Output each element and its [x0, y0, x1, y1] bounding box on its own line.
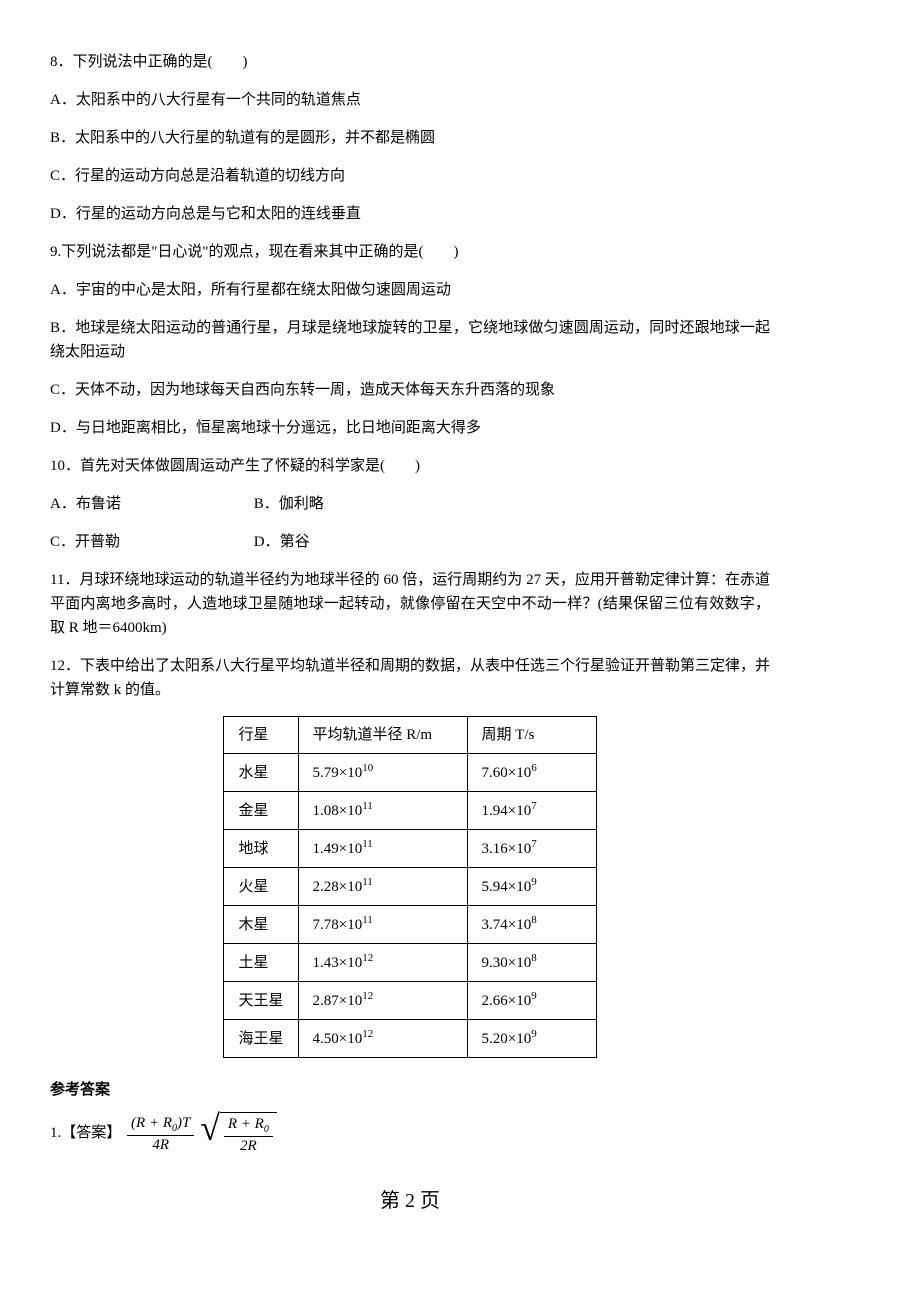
col-radius: 平均轨道半径 R/m	[298, 717, 467, 754]
cell-radius: 2.87×1012	[298, 982, 467, 1020]
cell-radius: 2.28×1011	[298, 868, 467, 906]
cell-period: 5.20×109	[467, 1020, 596, 1058]
table-row: 木星 7.78×1011 3.74×108	[224, 906, 596, 944]
cell-planet: 土星	[224, 944, 298, 982]
cell-period: 3.16×107	[467, 830, 596, 868]
planet-table: 行星 平均轨道半径 R/m 周期 T/s 水星 5.79×1010 7.60×1…	[223, 716, 596, 1058]
q8-choice-d: D．行星的运动方向总是与它和太阳的连线垂直	[50, 202, 770, 226]
cell-period: 5.94×109	[467, 868, 596, 906]
q10-row-ab: A．布鲁诺 B．伽利略	[50, 492, 770, 516]
cell-planet: 金星	[224, 792, 298, 830]
cell-planet: 天王星	[224, 982, 298, 1020]
cell-radius: 1.49×1011	[298, 830, 467, 868]
answer-1-label: 1.【答案】	[50, 1125, 121, 1141]
cell-planet: 火星	[224, 868, 298, 906]
cell-planet: 木星	[224, 906, 298, 944]
table-row: 海王星 4.50×1012 5.20×109	[224, 1020, 596, 1058]
cell-radius: 4.50×1012	[298, 1020, 467, 1058]
cell-radius: 1.08×1011	[298, 792, 467, 830]
q9-choice-d: D．与日地距离相比，恒星离地球十分遥远，比日地间距离大得多	[50, 416, 770, 440]
table-row: 水星 5.79×1010 7.60×106	[224, 754, 596, 792]
cell-radius: 1.43×1012	[298, 944, 467, 982]
table-row: 金星 1.08×1011 1.94×107	[224, 792, 596, 830]
q10-row-cd: C．开普勒 D．第谷	[50, 530, 770, 554]
cell-period: 2.66×109	[467, 982, 596, 1020]
table-row: 地球 1.49×1011 3.16×107	[224, 830, 596, 868]
cell-planet: 地球	[224, 830, 298, 868]
cell-planet: 水星	[224, 754, 298, 792]
q8-choice-c: C．行星的运动方向总是沿着轨道的切线方向	[50, 164, 770, 188]
cell-radius: 5.79×1010	[298, 754, 467, 792]
table-header-row: 行星 平均轨道半径 R/m 周期 T/s	[224, 717, 596, 754]
q9-choice-a: A．宇宙的中心是太阳，所有行星都在绕太阳做匀速圆周运动	[50, 278, 770, 302]
col-period: 周期 T/s	[467, 717, 596, 754]
table-row: 火星 2.28×1011 5.94×109	[224, 868, 596, 906]
table-row: 土星 1.43×1012 9.30×108	[224, 944, 596, 982]
q8-choice-b: B．太阳系中的八大行星的轨道有的是圆形，并不都是椭圆	[50, 126, 770, 150]
q8-choice-a: A．太阳系中的八大行星有一个共同的轨道焦点	[50, 88, 770, 112]
q12-text: 12．下表中给出了太阳系八大行星平均轨道半径和周期的数据，从表中任选三个行星验证…	[50, 654, 770, 702]
q10-choice-d: D．第谷	[254, 530, 454, 554]
cell-planet: 海王星	[224, 1020, 298, 1058]
q10-choice-a: A．布鲁诺	[50, 492, 250, 516]
answer-1-formula: (R + R0)T 4R √ R + R0 2R	[125, 1112, 277, 1155]
q9-stem: 9.下列说法都是"日心说"的观点，现在看来其中正确的是( )	[50, 240, 770, 264]
q10-choice-c: C．开普勒	[50, 530, 250, 554]
col-planet: 行星	[224, 717, 298, 754]
table-row: 天王星 2.87×1012 2.66×109	[224, 982, 596, 1020]
cell-period: 9.30×108	[467, 944, 596, 982]
page-footer: 第 2 页	[50, 1185, 770, 1217]
q10-choice-b: B．伽利略	[254, 492, 454, 516]
answers-heading: 参考答案	[50, 1078, 770, 1102]
cell-period: 3.74×108	[467, 906, 596, 944]
cell-period: 7.60×106	[467, 754, 596, 792]
q11-text: 11．月球环绕地球运动的轨道半径约为地球半径的 60 倍，运行周期约为 27 天…	[50, 568, 770, 640]
q9-choice-c: C．天体不动，因为地球每天自西向东转一周，造成天体每天东升西落的现象	[50, 378, 770, 402]
q9-choice-b: B．地球是绕太阳运动的普通行星，月球是绕地球旋转的卫星，它绕地球做匀速圆周运动，…	[50, 316, 770, 364]
cell-period: 1.94×107	[467, 792, 596, 830]
q10-stem: 10．首先对天体做圆周运动产生了怀疑的科学家是( )	[50, 454, 770, 478]
cell-radius: 7.78×1011	[298, 906, 467, 944]
answer-1: 1.【答案】 (R + R0)T 4R √ R + R0 2R	[50, 1112, 770, 1155]
q8-stem: 8．下列说法中正确的是( )	[50, 50, 770, 74]
